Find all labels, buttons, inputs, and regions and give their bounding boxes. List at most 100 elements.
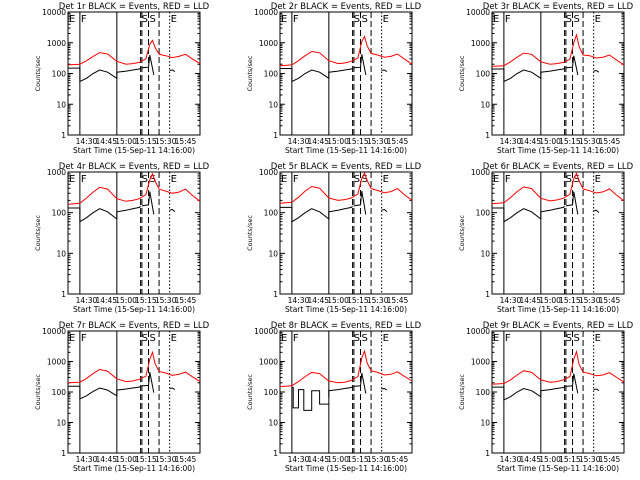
marker-label: S — [150, 174, 156, 185]
marker-label: F — [81, 174, 87, 185]
events-series-line — [169, 387, 176, 391]
y-axis-title: Counts/sec — [34, 215, 42, 251]
events-series-line — [291, 387, 329, 411]
marker-label: F — [81, 14, 87, 25]
events-series-line — [328, 67, 353, 79]
x-tick-label: 15:30 — [155, 296, 177, 305]
x-tick-label: 15:30 — [579, 455, 601, 464]
lld-series-line — [67, 350, 201, 384]
y-tick-label: 100 — [52, 70, 67, 79]
events-series-line — [116, 205, 141, 219]
x-tick-label: 15:45 — [599, 296, 621, 305]
events-series-line — [492, 386, 542, 401]
x-tick-label: 15:00 — [539, 296, 561, 305]
y-tick-label: 1 — [485, 290, 490, 299]
y-axis-title: Counts/sec — [246, 374, 254, 410]
events-series-line — [540, 205, 565, 219]
panel-title: Det 5r BLACK = Events, RED = LLD — [271, 162, 422, 172]
x-tick-label: 15:15 — [347, 296, 369, 305]
x-tick-label: 15:00 — [115, 137, 137, 146]
x-tick-label: 14:45 — [519, 296, 541, 305]
x-tick-label: 14:30 — [288, 137, 310, 146]
events-series-line — [565, 191, 579, 215]
marker-label: E — [171, 14, 177, 25]
y-tick-label: 1000 — [47, 39, 66, 48]
x-tick-label: 15:30 — [579, 296, 601, 305]
marker-label: F — [505, 174, 511, 185]
x-axis-title: Start Time (15-Sep-11 14:16:00) — [73, 464, 195, 473]
y-tick-label: 1 — [485, 131, 490, 140]
marker-label: E — [281, 14, 287, 25]
x-tick-label: 14:30 — [76, 137, 98, 146]
panel-det-1r: Det 1r BLACK = Events, RED = LLD 1 10 100 10… — [34, 2, 210, 155]
y-tick-label: 1 — [61, 290, 66, 299]
y-tick-label: 100 — [476, 209, 491, 218]
y-tick-label: 1000 — [47, 168, 66, 177]
events-series-line — [169, 69, 176, 73]
y-tick-label: 10000 — [466, 327, 490, 336]
x-tick-label: 15:45 — [387, 455, 409, 464]
marker-label: S — [150, 14, 156, 25]
events-series-line — [141, 54, 155, 75]
events-series-line — [280, 68, 330, 83]
y-tick-label: 100 — [264, 70, 279, 79]
marker-label: E — [595, 174, 601, 185]
x-tick-label: 14:30 — [76, 296, 98, 305]
events-series-line — [540, 386, 565, 397]
y-tick-label: 1 — [61, 449, 66, 458]
events-series-line — [492, 68, 542, 83]
events-series-line — [116, 385, 141, 396]
y-tick-label: 100 — [52, 209, 67, 218]
x-tick-label: 15:00 — [327, 296, 349, 305]
events-series-line — [328, 386, 353, 397]
y-tick-label: 1 — [273, 131, 278, 140]
x-tick-label: 15:00 — [115, 455, 137, 464]
marker-label: E — [69, 333, 75, 344]
marker-label: S — [150, 333, 156, 344]
x-axis-title: Start Time (15-Sep-11 14:16:00) — [73, 146, 195, 155]
x-tick-label: 15:45 — [387, 296, 409, 305]
y-tick-label: 10 — [56, 419, 66, 428]
x-axis-title: Start Time (15-Sep-11 14:16:00) — [497, 146, 619, 155]
events-series-line — [353, 191, 367, 215]
y-axis-title: Counts/sec — [458, 215, 466, 251]
marker-label: F — [505, 333, 511, 344]
marker-label: S — [362, 14, 368, 25]
x-tick-label: 15:00 — [327, 455, 349, 464]
y-tick-label: 10000 — [466, 8, 490, 17]
x-axis-title: Start Time (15-Sep-11 14:16:00) — [497, 305, 619, 314]
x-tick-label: 14:30 — [500, 137, 522, 146]
x-tick-label: 14:30 — [288, 455, 310, 464]
marker-label: S — [574, 174, 580, 185]
events-series-line — [593, 69, 600, 73]
y-axis-title: Counts/sec — [246, 215, 254, 251]
y-tick-label: 100 — [476, 388, 491, 397]
x-tick-label: 15:15 — [135, 137, 157, 146]
y-tick-label: 10 — [56, 100, 66, 109]
y-tick-label: 1 — [485, 449, 490, 458]
x-tick-label: 15:45 — [175, 296, 197, 305]
x-tick-label: 15:15 — [347, 137, 369, 146]
plot-frame — [491, 171, 625, 295]
lld-series-line — [279, 349, 413, 388]
lld-series-line — [67, 39, 201, 66]
x-tick-label: 15:30 — [579, 137, 601, 146]
marker-label: S — [566, 14, 572, 25]
x-tick-label: 15:15 — [559, 455, 581, 464]
panel-title: Det 7r BLACK = Events, RED = LLD — [59, 321, 210, 331]
panel-title: Det 3r BLACK = Events, RED = LLD — [483, 2, 634, 12]
x-tick-label: 15:30 — [367, 137, 389, 146]
panel-title: Det 9r BLACK = Events, RED = LLD — [483, 321, 634, 331]
lld-series-line — [491, 172, 625, 205]
marker-label: E — [493, 174, 499, 185]
events-series-line — [169, 208, 176, 213]
plot-frame — [491, 11, 625, 136]
y-tick-label: 1000 — [259, 358, 278, 367]
x-tick-label: 15:00 — [539, 455, 561, 464]
x-tick-label: 15:45 — [175, 137, 197, 146]
events-series-line — [328, 205, 353, 219]
marker-label: E — [595, 14, 601, 25]
marker-label: S — [566, 333, 572, 344]
marker-label: E — [383, 14, 389, 25]
plot-frame — [279, 11, 413, 136]
